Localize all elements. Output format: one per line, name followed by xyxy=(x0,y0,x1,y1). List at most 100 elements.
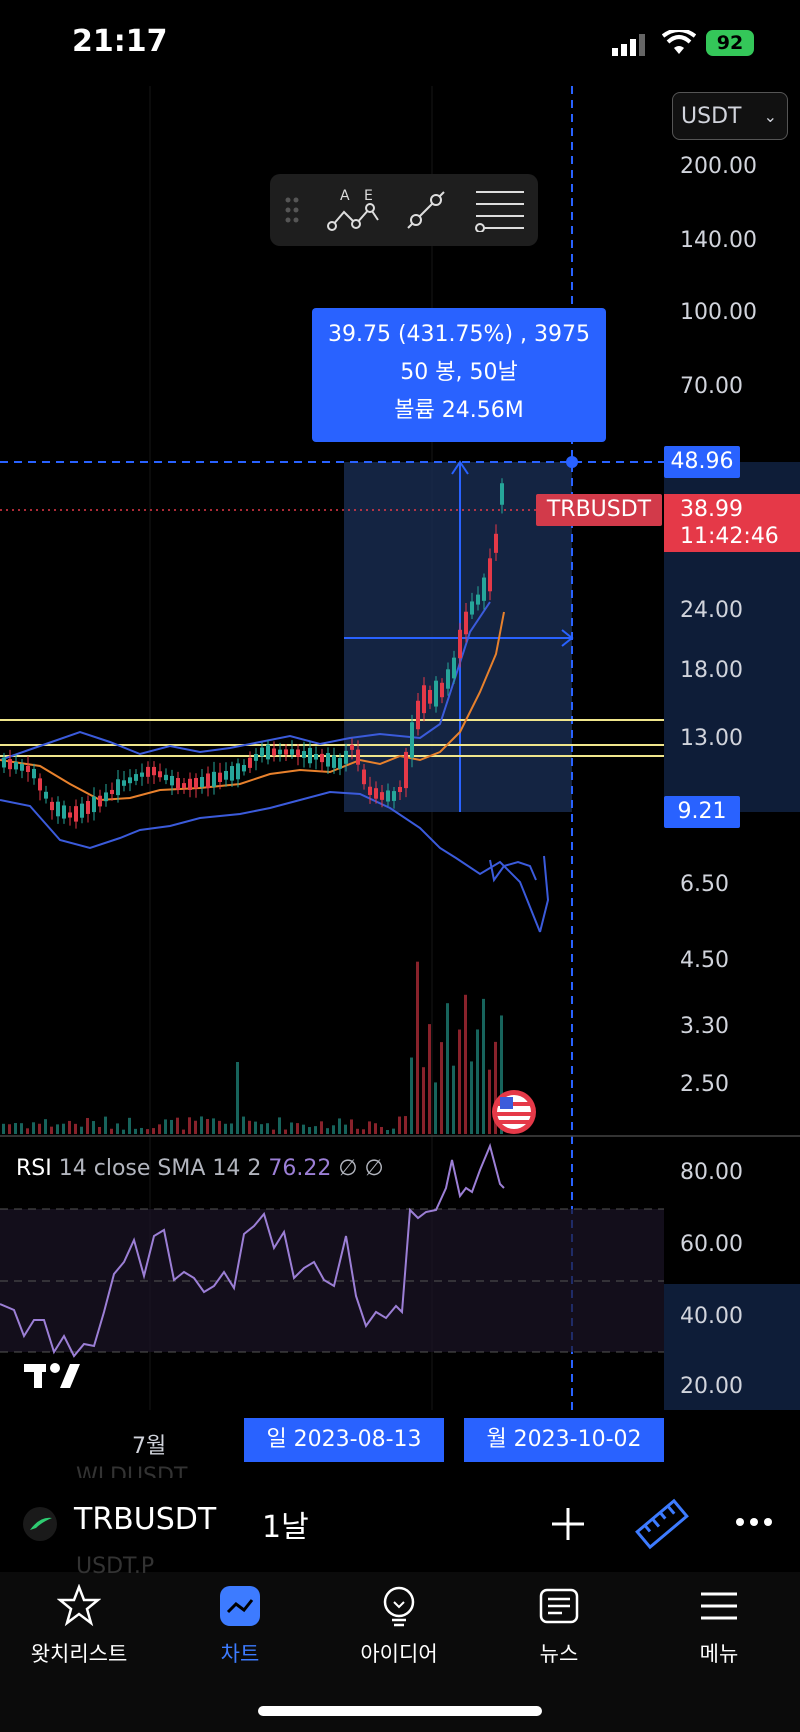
candle xyxy=(62,805,66,819)
candle xyxy=(164,774,168,781)
cellular-signal-icon xyxy=(612,34,645,56)
candle xyxy=(368,786,372,795)
volume-bar xyxy=(26,1128,29,1134)
volume-bar xyxy=(20,1123,23,1134)
rsi-name: RSI xyxy=(16,1156,52,1181)
candle xyxy=(290,749,294,755)
candle xyxy=(404,751,408,789)
candle xyxy=(386,790,390,802)
candle xyxy=(248,757,252,768)
volume-bar xyxy=(32,1122,35,1134)
volume-bar xyxy=(326,1128,329,1134)
candle xyxy=(74,806,78,822)
volume-bar xyxy=(470,1061,473,1134)
volume-bar xyxy=(290,1122,293,1134)
candle xyxy=(116,779,120,796)
candle xyxy=(218,772,222,782)
volume-bar xyxy=(182,1129,185,1134)
rsi-extra-2: ∅ xyxy=(364,1156,384,1181)
volume-bar xyxy=(110,1128,113,1134)
candle xyxy=(470,601,474,615)
candle xyxy=(434,680,438,707)
drag-handle-icon[interactable] xyxy=(284,196,300,224)
rsi-value: 76.22 xyxy=(268,1156,332,1181)
measure-start-date: 일 2023-08-13 xyxy=(244,1418,444,1462)
candle xyxy=(212,771,216,787)
add-icon[interactable] xyxy=(548,1504,588,1544)
candle xyxy=(338,758,342,769)
candle xyxy=(272,748,276,756)
measure-volume: 볼륨 24.56M xyxy=(394,398,524,423)
candle xyxy=(98,795,102,807)
measure-bars: 50 봉, 50날 xyxy=(400,360,518,385)
volume-bar xyxy=(434,1082,437,1134)
volume-bar xyxy=(356,1128,359,1134)
candle xyxy=(464,611,468,635)
volume-bar xyxy=(278,1117,281,1134)
price-axis-label: 18.00 xyxy=(680,658,743,683)
candle xyxy=(494,533,498,553)
more-icon[interactable] xyxy=(734,1514,774,1530)
tab-bar xyxy=(0,1572,800,1732)
ruler-icon[interactable] xyxy=(634,1496,690,1552)
volume-bar xyxy=(188,1117,191,1134)
symbol-name[interactable]: TRBUSDT xyxy=(74,1502,217,1537)
fib-levels-icon[interactable] xyxy=(474,188,526,232)
volume-bar xyxy=(140,1127,143,1134)
price-axis-label: 3.30 xyxy=(680,1014,729,1039)
volume-bar xyxy=(476,1029,479,1134)
volume-bar xyxy=(296,1123,299,1134)
interval-selector[interactable]: 1날 xyxy=(262,1510,309,1545)
volume-bar xyxy=(380,1126,383,1134)
volume-bar xyxy=(230,1123,233,1134)
candle xyxy=(104,792,108,802)
volume-bar xyxy=(302,1124,305,1134)
candle xyxy=(242,764,246,772)
candle xyxy=(194,778,198,789)
volume-bar xyxy=(422,1067,425,1134)
volume-bar xyxy=(362,1129,365,1134)
candle xyxy=(344,750,348,764)
rsi-axis-label: 40.00 xyxy=(680,1304,743,1329)
tab-label: 차트 xyxy=(220,1642,260,1666)
volume-bar xyxy=(260,1124,263,1134)
trend-line-icon[interactable] xyxy=(404,188,448,232)
volume-bar xyxy=(458,1029,461,1134)
candle xyxy=(428,689,432,704)
volume-bar xyxy=(416,961,419,1134)
tab-news[interactable]: 뉴스 xyxy=(484,1584,634,1668)
candle xyxy=(122,780,126,786)
tab-chart[interactable]: 차트 xyxy=(165,1584,315,1668)
candle xyxy=(158,771,162,778)
measure-top-price-badge: 48.96 xyxy=(664,446,740,478)
tab-ideas[interactable]: 아이디어 xyxy=(324,1584,474,1668)
battery-icon: 92 xyxy=(706,30,754,56)
candle xyxy=(422,685,426,714)
volume-bar xyxy=(104,1116,107,1134)
candle xyxy=(446,669,450,689)
tab-menu[interactable]: 메뉴 xyxy=(644,1584,794,1668)
candle xyxy=(314,753,318,760)
volume-bar xyxy=(254,1121,257,1134)
rsi-legend[interactable]: RSI 14 close SMA 14 2 76.22 ∅ ∅ xyxy=(16,1156,384,1181)
candle xyxy=(44,791,48,799)
volume-bar xyxy=(236,1062,239,1134)
tab-watchlist[interactable]: 왓치리스트 xyxy=(4,1583,154,1668)
volume-bar xyxy=(146,1129,149,1134)
svg-text:A: A xyxy=(340,188,350,204)
volume-bar xyxy=(452,1065,455,1134)
candle xyxy=(200,777,204,787)
volume-bar xyxy=(428,1024,431,1134)
currency-select[interactable]: USDT ⌄ xyxy=(672,92,788,140)
candle xyxy=(26,765,30,772)
measure-end-date: 월 2023-10-02 xyxy=(464,1418,664,1462)
price-chart[interactable] xyxy=(0,86,800,1418)
volume-bar xyxy=(224,1123,227,1134)
volume-bar xyxy=(98,1126,101,1134)
us-flag-event-icon xyxy=(492,1090,536,1134)
volume-bar xyxy=(368,1121,371,1134)
price-axis-label: 2.50 xyxy=(680,1072,729,1097)
candlestick-series xyxy=(2,478,504,829)
rsi-params: 14 close SMA 14 2 xyxy=(58,1156,262,1181)
